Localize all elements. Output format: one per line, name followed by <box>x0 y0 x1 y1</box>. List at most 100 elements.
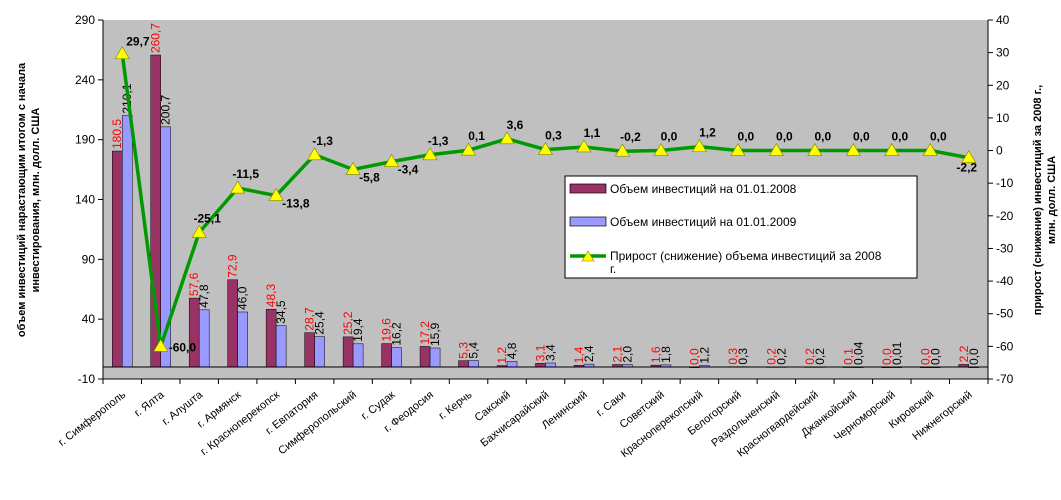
bar-2008-value-label: 2,2 <box>957 345 971 362</box>
left-axis-title-line-2: инвестирования, млн. долл. США <box>30 108 42 293</box>
right-tick-label: -50 <box>996 307 1014 321</box>
bar-2008-value-label: 0,1 <box>841 348 855 365</box>
left-tick-label: 140 <box>75 193 95 207</box>
growth-marker <box>537 141 554 155</box>
bar-2009 <box>121 115 133 368</box>
bar-2009-value-label: 0,04 <box>851 341 865 365</box>
growth-value-label: 3,6 <box>507 118 524 132</box>
bar-2008 <box>419 346 431 368</box>
growth-marker <box>499 131 515 145</box>
legend-box <box>564 175 918 279</box>
growth-value-label: 0,3 <box>545 129 562 143</box>
growth-marker <box>614 143 630 157</box>
bar-2009-value-label: 47,8 <box>197 284 211 308</box>
bar-2008-value-label: 2,1 <box>610 346 624 363</box>
left-tick-label: 290 <box>75 13 95 27</box>
growth-value-label: -0,2 <box>620 130 641 144</box>
growth-marker <box>768 142 784 156</box>
growth-value-label: -2,2 <box>956 161 977 175</box>
growth-value-label: -1,3 <box>428 134 449 148</box>
legend-swatch-2008 <box>569 183 607 194</box>
bar-2009-value-label: 1,8 <box>659 346 673 363</box>
bar-2008-value-label: 0,3 <box>726 348 740 365</box>
bar-2009-value-label: 16,2 <box>390 322 404 346</box>
bar-2008-value-label: 180,5 <box>110 119 124 149</box>
bar-2008 <box>304 332 315 368</box>
bar-2009-value-label: 5,4 <box>467 342 481 359</box>
growth-value-label: -11,5 <box>232 167 259 181</box>
bar-2008-value-label: 5,3 <box>457 342 471 359</box>
growth-marker <box>114 46 130 59</box>
bar-2009-value-label: 4,8 <box>505 342 519 359</box>
growth-marker <box>191 224 207 238</box>
growth-value-label: 29,7 <box>126 35 150 49</box>
bar-2008-value-label: 260,7 <box>149 23 163 53</box>
bar-2008-value-label: 0,0 <box>918 348 932 365</box>
bar-2009-value-label: 46,0 <box>236 286 250 310</box>
right-tick-label: -20 <box>996 209 1014 223</box>
bar-2009-value-label: 2,4 <box>582 345 596 362</box>
right-tick-label: 10 <box>996 111 1010 125</box>
growth-value-label: 1,1 <box>584 126 601 140</box>
bar-2009 <box>391 347 402 368</box>
right-tick-label: -60 <box>996 339 1014 353</box>
legend-label-growth-line-1: Прирост (снижение) объема инвестиций за … <box>610 249 882 263</box>
bar-2009-value-label: 200,7 <box>159 95 173 125</box>
bar-2008-value-label: 17,2 <box>418 321 432 345</box>
growth-value-label: -13,8 <box>282 197 310 211</box>
growth-value-label: -1,3 <box>312 134 333 148</box>
bar-2009-value-label: 1,2 <box>697 347 711 364</box>
growth-marker <box>576 139 592 153</box>
bar-2009-value-label: 0,3 <box>736 348 750 365</box>
growth-marker <box>268 187 284 201</box>
left-axis-title-line-1: объем инвестиций нарастающим итогом с на… <box>16 62 28 337</box>
left-tick-label: 190 <box>75 133 95 147</box>
bar-2009 <box>314 336 325 368</box>
growth-value-label: 1,2 <box>699 126 716 140</box>
right-tick-label: 0 <box>996 144 1003 158</box>
bar-2009-value-label: 0,01 <box>890 341 904 365</box>
right-tick-label: -70 <box>996 372 1014 386</box>
bar-2008-value-label: 19,6 <box>380 318 394 342</box>
bar-2009-value-label: 34,5 <box>274 300 288 324</box>
growth-value-label: -25,1 <box>194 211 222 225</box>
bar-2009 <box>198 309 210 368</box>
growth-marker <box>307 147 323 161</box>
bar-2008-value-label: 3,1 <box>534 344 548 361</box>
growth-marker <box>807 142 823 156</box>
left-tick-label: 40 <box>82 312 96 326</box>
growth-value-label: 0,0 <box>776 130 793 144</box>
growth-marker <box>230 180 246 194</box>
growth-value-label: 0,0 <box>891 130 908 144</box>
bar-2008 <box>458 360 469 368</box>
bar-2009-value-label: 25,4 <box>313 311 327 335</box>
growth-marker <box>961 150 977 164</box>
bar-2009-value-label: 15,9 <box>428 322 442 346</box>
bar-2008-value-label: 0,0 <box>880 348 894 365</box>
left-tick-label: 240 <box>75 73 95 87</box>
bar-2008 <box>535 363 546 368</box>
bar-2008-value-label: 1,6 <box>649 346 663 363</box>
legend-label-2008: Объем инвестиций на 01.01.2008 <box>610 182 797 196</box>
bar-2009-value-label: 19,4 <box>351 318 365 342</box>
bar-2008-value-label: 0,0 <box>687 348 701 365</box>
right-axis-title-line-1: прирост (снижение) инвестиций за 2008 г.… <box>1032 85 1044 315</box>
right-tick-label: -10 <box>996 176 1014 190</box>
growth-markers <box>114 46 977 352</box>
legend-swatch-2009 <box>569 216 607 227</box>
left-tick-label: 90 <box>82 252 96 266</box>
legend-marker-growth <box>581 250 595 262</box>
growth-marker <box>422 147 438 161</box>
growth-marker <box>922 142 938 156</box>
right-tick-label: 30 <box>996 46 1010 60</box>
bar-2008-value-label: 1,4 <box>572 346 586 363</box>
right-tick-label: 40 <box>996 13 1010 27</box>
growth-marker <box>461 142 477 156</box>
bar-2008-value-label: 1,2 <box>495 347 509 364</box>
bar-2009-value-label: 2,0 <box>620 346 634 363</box>
bar-2008-value-label: 0,2 <box>803 348 817 365</box>
growth-marker <box>730 142 746 156</box>
legend: Объем инвестиций на 01.01.2008 Объем инв… <box>564 175 918 279</box>
